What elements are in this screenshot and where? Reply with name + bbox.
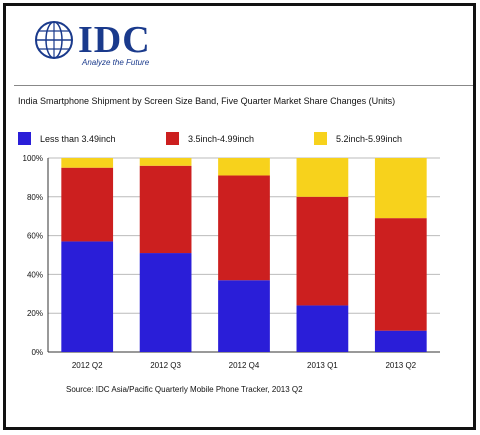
x-tick-label: 2012 Q4	[229, 361, 260, 370]
x-tick-label: 2012 Q3	[150, 361, 181, 370]
brand-name: IDC	[78, 19, 151, 61]
bar-segment	[139, 253, 192, 352]
legend-label-3-5-to-4-99: 3.5inch-4.99inch	[188, 134, 255, 144]
bar-segment	[139, 165, 192, 254]
y-tick-label: 80%	[27, 193, 43, 202]
globe-icon	[35, 21, 73, 59]
y-tick-label: 100%	[23, 154, 43, 163]
bar-segment	[296, 305, 349, 352]
x-tick-label: 2012 Q2	[72, 361, 103, 370]
bar-segment	[218, 158, 270, 176]
bar-segment	[374, 218, 427, 331]
bar-segment	[61, 167, 114, 242]
y-tick-label: 40%	[27, 270, 43, 279]
legend-swatch-5-2-to-5-99	[314, 132, 327, 145]
bar-segment	[296, 158, 349, 197]
y-tick-label: 60%	[27, 232, 43, 241]
legend-swatch-less-than-3-49	[18, 132, 31, 145]
bar-segment	[218, 280, 270, 352]
x-tick-label: 2013 Q1	[307, 361, 338, 370]
source-note: Source: IDC Asia/Pacific Quarterly Mobil…	[66, 385, 303, 394]
chart-title: India Smartphone Shipment by Screen Size…	[18, 96, 396, 106]
bar-segment	[139, 158, 192, 166]
bar-segment	[218, 175, 270, 281]
bar-segment	[374, 330, 427, 352]
bar-segment	[61, 158, 114, 168]
idc-logo: IDC Analyze the Future	[34, 19, 234, 67]
brand-tagline: Analyze the Future	[82, 58, 150, 67]
y-tick-label: 20%	[27, 309, 43, 318]
bar-segment	[374, 158, 427, 219]
x-tick-label: 2013 Q2	[385, 361, 416, 370]
legend-label-less-than-3-49: Less than 3.49inch	[40, 134, 116, 144]
chart-legend: Less than 3.49inch 3.5inch-4.99inch 5.2i…	[18, 132, 468, 148]
legend-swatch-3-5-to-4-99	[166, 132, 179, 145]
bar-segment	[61, 241, 114, 352]
legend-label-5-2-to-5-99: 5.2inch-5.99inch	[336, 134, 403, 144]
y-tick-label: 0%	[31, 348, 43, 357]
header-divider	[14, 85, 473, 86]
bar-segment	[296, 196, 349, 306]
